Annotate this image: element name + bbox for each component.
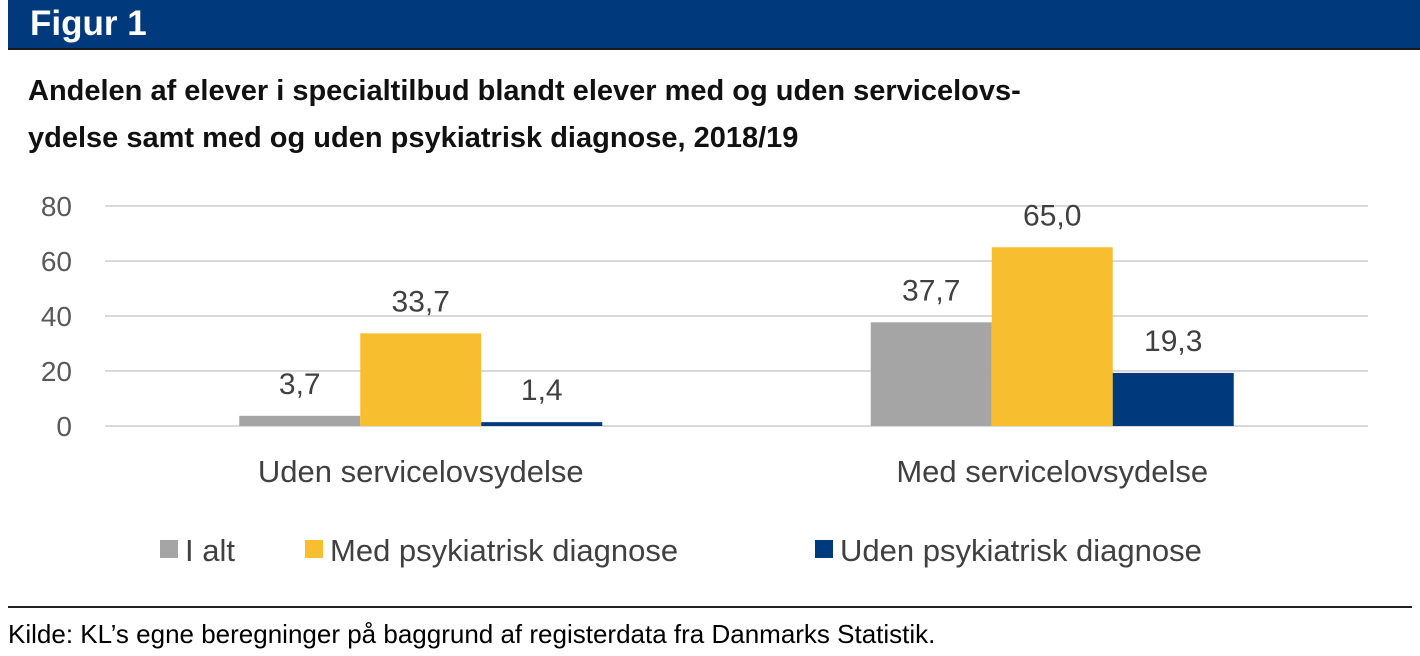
legend-label: Med psykiatrisk diagnose [330,533,678,568]
chart-title: Andelen af elever i specialtilbud blandt… [28,68,1368,162]
legend-swatch [815,540,833,558]
y-tick-label: 80 [41,191,72,222]
y-tick-label: 60 [41,246,72,277]
data-label: 65,0 [1023,199,1081,232]
bar [1112,372,1234,426]
bar [239,415,361,426]
y-tick-label: 40 [41,301,72,332]
x-category-label: Uden servicelovsydelse [258,454,584,489]
data-label: 37,7 [902,274,960,307]
bar [991,247,1113,426]
legend-label: I alt [185,533,235,568]
data-label: 33,7 [392,285,450,318]
source-note: Kilde: KL’s egne beregninger på baggrund… [8,619,936,649]
y-tick-label: 0 [56,411,72,442]
figure-header-band: Figur 1 [8,0,1420,50]
legend-label: Uden psykiatrisk diagnose [840,533,1202,568]
x-category-label: Med servicelovsydelse [896,454,1208,489]
bar [481,422,603,426]
data-label: 1,4 [521,374,563,407]
bar [870,322,992,426]
legend-swatch [305,540,323,558]
bar-chart: 0 20 40 60 80 3,7 33,7 1,4 Uden servicelovsydels… [41,191,1368,568]
figure-label: Figur 1 [30,4,147,43]
data-label: 3,7 [279,368,321,401]
chart-title-line-1: Andelen af elever i specialtilbud blandt… [28,75,1021,107]
y-tick-label: 20 [41,356,72,387]
divider [8,606,1412,608]
bar [360,333,482,426]
chart-title-line-2: ydelse samt med og uden psykiatrisk diag… [28,122,799,154]
data-label: 19,3 [1144,325,1202,358]
legend-swatch [160,540,178,558]
